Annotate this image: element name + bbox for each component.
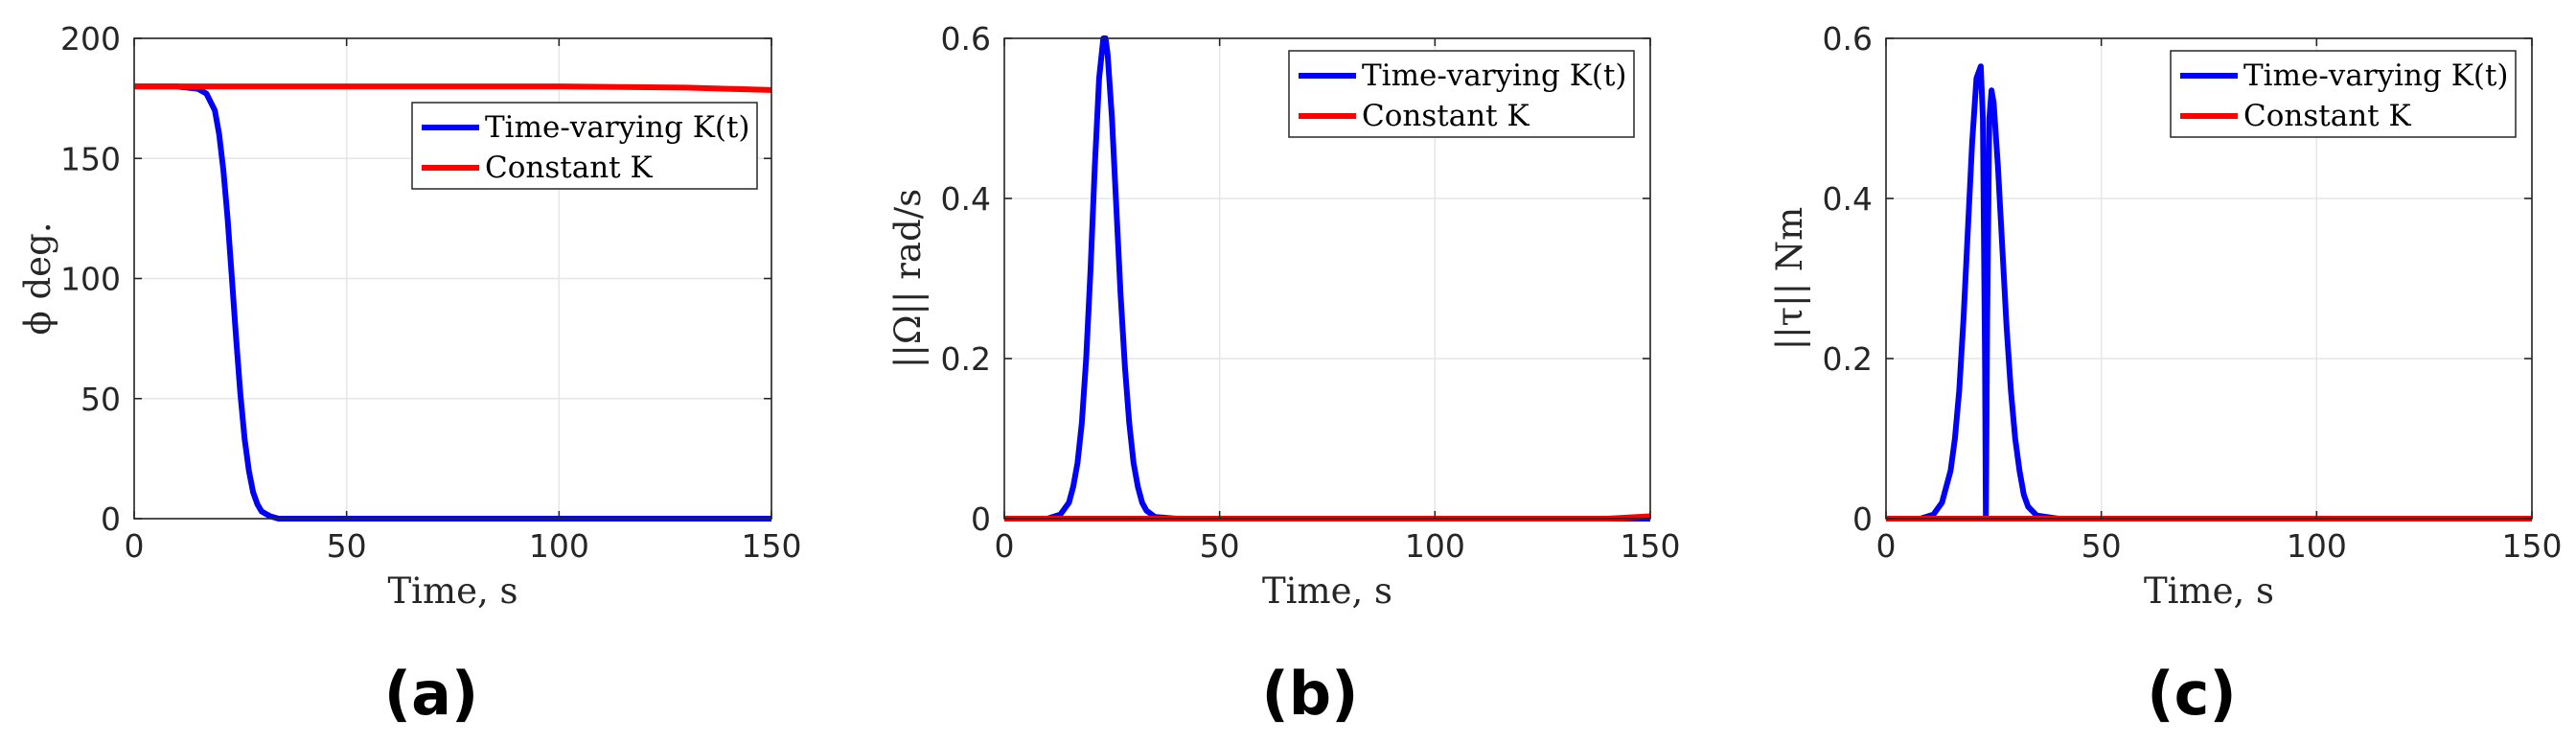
x-axis-label: Time, s	[2144, 570, 2274, 612]
x-tick-label: 0	[995, 527, 1015, 565]
legend-label-2: Constant K	[485, 151, 653, 185]
legend: Time-varying K(t) Constant K	[1288, 50, 1635, 138]
y-tick-label: 0.4	[1823, 180, 1873, 218]
chart-panel-3: 0 50 100 150 0 0.2 0.4 0.6 Time, s ||τ|| Nm Time-v…	[1769, 20, 2563, 729]
y-tick-label: 50	[80, 381, 121, 418]
axes-box	[1885, 37, 2533, 520]
x-tick-label: 100	[1405, 527, 1465, 565]
series-line-1	[1886, 63, 2532, 522]
x-axis-label: Time, s	[1262, 570, 1392, 612]
x-axis-label: Time, s	[387, 570, 518, 612]
y-tick-label: 0	[1852, 500, 1873, 538]
y-tick-label: 150	[60, 140, 121, 177]
legend-label-1: Time-varying K(t)	[485, 110, 750, 145]
y-tick-label: 0	[971, 500, 991, 538]
x-tick-label: 0	[1876, 527, 1897, 565]
y-tick-label: 100	[60, 261, 121, 298]
chart-panel-1: 0 50 100 150 0 50 100 150 200 Time, s ϕ deg. Time-v…	[17, 20, 802, 729]
legend-label-2: Constant K	[2243, 99, 2411, 133]
y-tick-label: 0.6	[1823, 20, 1873, 58]
panel-label: (a)	[384, 659, 479, 729]
series-line-2	[134, 83, 772, 93]
legend-label-2: Constant K	[1362, 99, 1530, 133]
x-tick-label: 100	[529, 527, 589, 565]
x-tick-label: 50	[327, 527, 367, 565]
y-tick-label: 0.2	[1823, 340, 1873, 378]
panel-label: (b)	[1261, 659, 1358, 729]
legend: Time-varying K(t) Constant K	[411, 102, 758, 190]
y-tick-label: 0.2	[941, 340, 991, 378]
panel-label: (c)	[2147, 659, 2236, 729]
x-tick-label: 150	[2502, 527, 2563, 565]
x-tick-label: 150	[742, 527, 802, 565]
legend-label-1: Time-varying K(t)	[1362, 58, 1627, 93]
series-line-1	[134, 83, 771, 522]
chart-panel-2: 0 50 100 150 0 0.2 0.4 0.6 Time, s ||Ω|| rad/s Tim…	[887, 20, 1681, 729]
legend-box	[2170, 50, 2517, 138]
x-tick-label: 50	[1200, 527, 1240, 565]
x-tick-label: 100	[2287, 527, 2347, 565]
legend-label-1: Time-varying K(t)	[2243, 58, 2509, 93]
legend-box	[1288, 50, 1635, 138]
y-axis-label: ||Ω|| rad/s	[887, 189, 929, 368]
y-axis-label: ||τ|| Nm	[1769, 207, 1810, 351]
x-tick-label: 150	[1621, 527, 1681, 565]
axes-box	[1003, 37, 1651, 520]
legend: Time-varying K(t) Constant K	[2170, 50, 2517, 138]
x-tick-label: 50	[2082, 527, 2122, 565]
legend-box	[411, 102, 758, 190]
y-tick-label: 0.4	[941, 180, 991, 218]
y-axis-label: ϕ deg.	[17, 221, 58, 335]
y-tick-label: 0	[101, 500, 121, 538]
y-tick-label: 0.6	[941, 20, 991, 58]
x-tick-label: 0	[125, 527, 145, 565]
y-tick-label: 200	[60, 20, 121, 58]
series-line-1	[1004, 35, 1650, 522]
